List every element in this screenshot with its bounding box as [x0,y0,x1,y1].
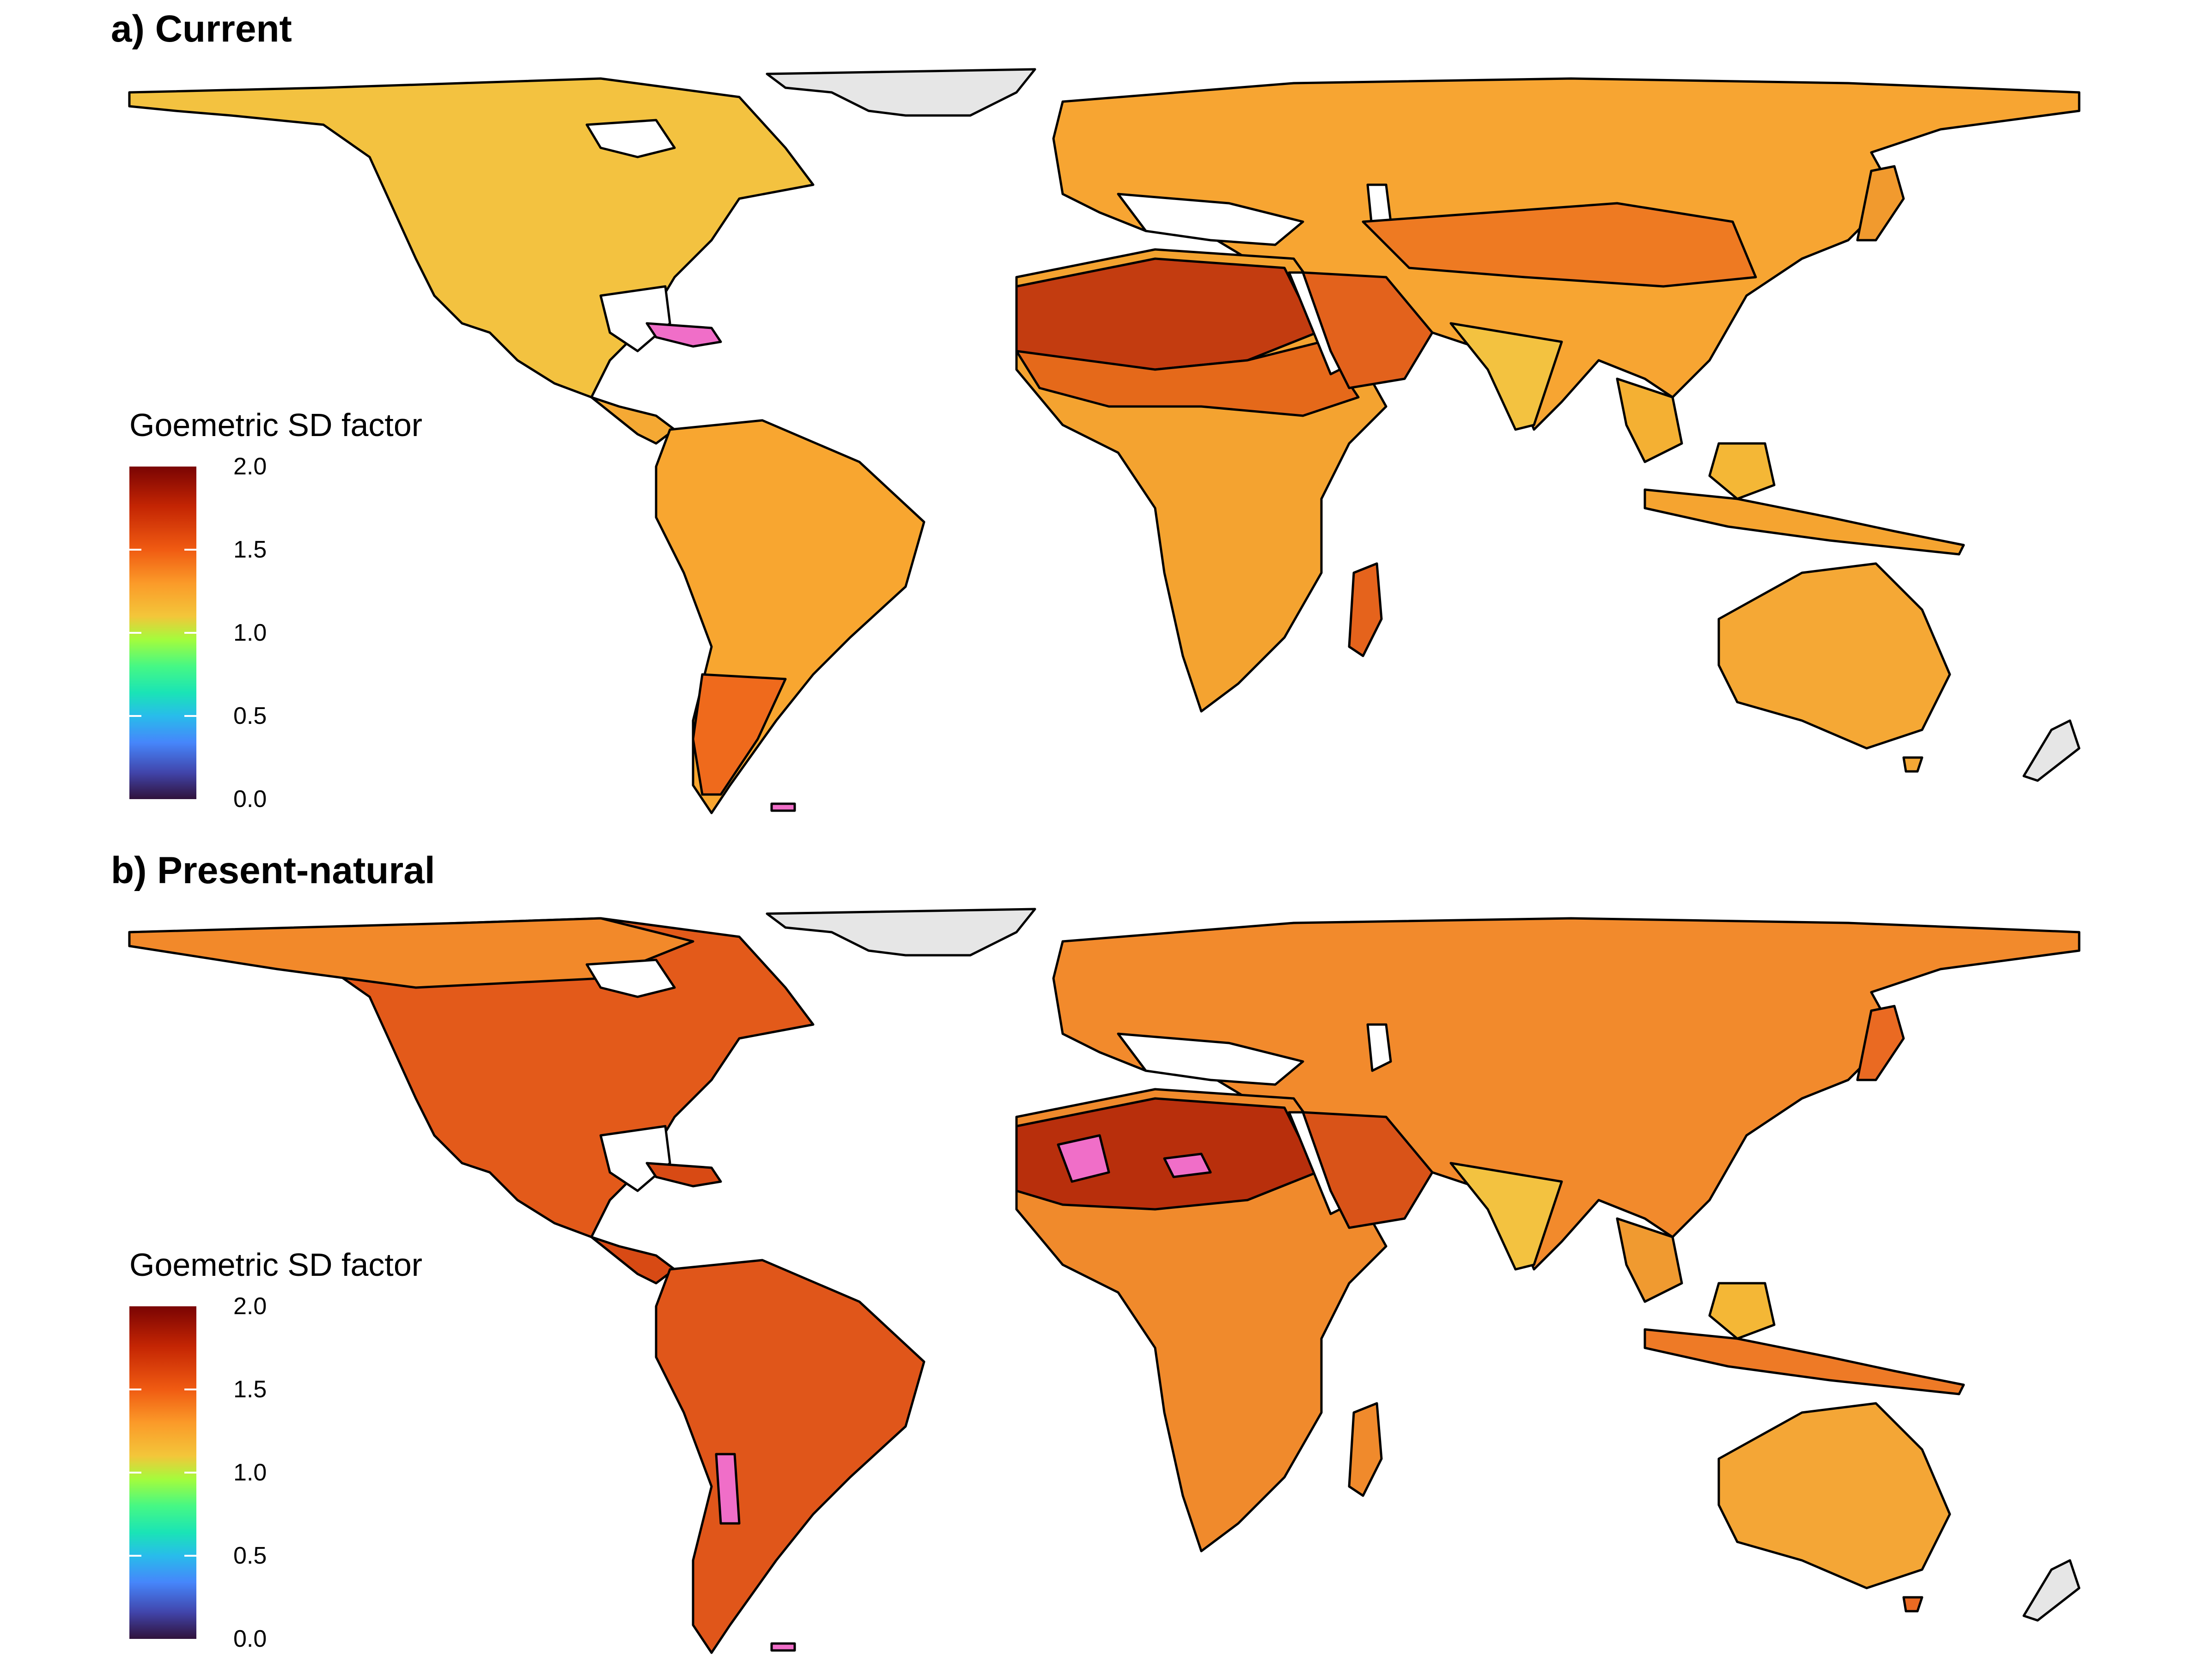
borneo [1708,442,1776,500]
hudson-bay [585,119,676,158]
indonesia [1643,488,1965,556]
japan [1856,1005,1905,1081]
legend-tick-label: 1.5 [233,1376,267,1403]
sahel [1015,340,1360,417]
india [1449,1162,1563,1271]
panel-present-natural: b) Present-natural Goemetric SD factor 2… [0,840,2197,1680]
legend: Goemetric SD factor 2.0 1.5 1.0 0.5 0.0 [129,406,481,822]
india [1449,322,1563,431]
sahara-out-of-range [1057,1134,1110,1183]
legend-tick-mark [129,1389,196,1390]
legend-tick-label: 2.0 [233,1293,267,1320]
hudson-bay [585,958,676,998]
legend-tick-mark [129,549,196,551]
legend: Goemetric SD factor 2.0 1.5 1.0 0.5 0.0 [129,1246,481,1662]
japan [1856,165,1905,242]
patagonia [692,673,787,796]
new-zealand [2022,719,2081,782]
caribbean-islands [645,1162,722,1188]
central-america [590,1236,676,1285]
central-america [590,396,676,445]
mediterranean [1117,1032,1304,1086]
legend-tick-mark [129,1472,196,1474]
panel-title: b) Present-natural [111,849,435,892]
atacama [715,1453,741,1525]
legend-tick-mark [129,1555,196,1557]
legend-tick-mark [129,715,196,717]
legend-tick-label: 2.0 [233,453,267,480]
north-america [128,77,815,399]
madagascar [1348,562,1383,657]
falklands [770,802,796,812]
legend-title: Goemetric SD factor [129,407,423,443]
south-america [655,1259,925,1654]
gulf-of-mexico [599,285,671,352]
legend-tick-label: 0.5 [233,703,267,729]
legend-tick-label: 1.0 [233,1459,267,1486]
australia [1717,1402,1951,1589]
madagascar [1348,1402,1383,1497]
southeast-asia [1616,377,1683,463]
legend-tick-label: 0.5 [233,1542,267,1569]
libya-out-of-range [1163,1152,1212,1178]
legend-tick-mark [129,632,196,634]
gulf-of-mexico [599,1125,671,1192]
legend-tick-label: 1.0 [233,619,267,646]
legend-title: Goemetric SD factor [129,1247,423,1283]
tasmania [1902,756,1923,773]
panel-title: a) Current [111,8,292,50]
new-zealand [2022,1559,2081,1622]
caspian-sea [1366,1023,1392,1072]
legend-tick-label: 0.0 [233,786,267,813]
legend-tick-label: 1.5 [233,536,267,563]
legend-tick-label: 0.0 [233,1625,267,1652]
arabia [1302,271,1434,389]
central-asia [1362,202,1757,288]
caribbean-islands [645,322,722,348]
sahara [1015,1097,1318,1211]
borneo [1708,1282,1776,1340]
panel-current: a) Current Goemetric SD factor 2.0 1.5 1… [111,8,2081,822]
world-map-present-natural [128,908,2081,1654]
greenland [766,68,1036,117]
arabia [1302,1111,1434,1229]
world-map-current [128,68,2081,814]
australia [1717,562,1951,750]
falklands [770,1642,796,1652]
tasmania [1902,1596,1923,1613]
indonesia [1643,1328,1965,1395]
southeast-asia [1616,1217,1683,1303]
greenland [766,908,1036,957]
mediterranean [1117,193,1304,246]
